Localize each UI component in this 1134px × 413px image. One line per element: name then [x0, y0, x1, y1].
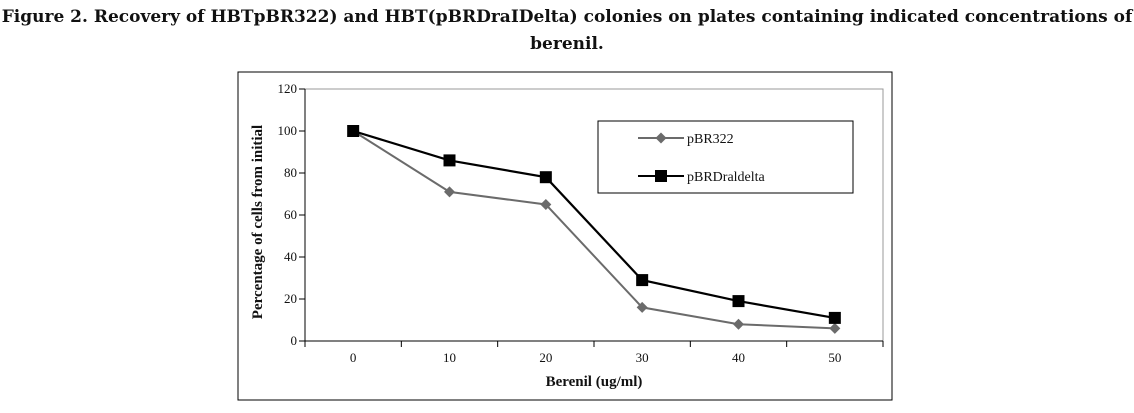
x-tick-label: 30 — [636, 350, 649, 365]
y-axis-title: Percentage of cells from initial — [250, 125, 266, 319]
data-point — [829, 322, 841, 334]
legend-label: pBR322 — [687, 132, 734, 147]
series-line — [352, 130, 835, 330]
x-tick-label: 20 — [539, 350, 552, 365]
x-tick-label: 40 — [732, 350, 745, 365]
legend: pBR322 pBRDraldelta — [597, 120, 854, 194]
data-point — [636, 301, 648, 313]
data-point — [444, 186, 455, 198]
legend-label: pBRDraldelta — [687, 170, 766, 185]
data-point — [539, 171, 552, 184]
data-point — [636, 274, 649, 287]
data-point — [732, 295, 745, 308]
y-tick-label: 100 — [278, 123, 298, 138]
series-layer — [347, 125, 841, 334]
series-line — [352, 129, 836, 319]
y-tick-label: 0 — [291, 333, 298, 348]
y-tick-label: 60 — [284, 207, 297, 222]
y-tick-label: 40 — [284, 249, 297, 264]
figure-caption: Figure 2. Recovery of HBTpBR322) and HBT… — [0, 4, 1134, 58]
series-pbrdraldelta — [347, 125, 841, 324]
data-point — [443, 154, 456, 167]
x-tick-label: 10 — [443, 350, 456, 365]
caption-line-2: berenil. — [530, 34, 604, 54]
y-tick-label: 80 — [284, 165, 297, 180]
axes: 0 20 40 60 80 100 120 0 10 20 30 40 50 — [278, 81, 884, 365]
data-point — [733, 318, 744, 330]
x-axis-title: Berenil (ug/ml) — [546, 374, 643, 390]
x-tick-label: 0 — [350, 350, 357, 365]
legend-marker — [655, 170, 667, 182]
caption-line-1: Figure 2. Recovery of HBTpBR322) and HBT… — [1, 7, 1133, 27]
legend-marker — [655, 132, 667, 144]
legend-box — [597, 120, 854, 194]
legend-entry: pBR322 — [638, 132, 734, 147]
data-point — [347, 125, 360, 137]
x-tick-label: 50 — [828, 350, 841, 365]
data-point — [540, 199, 552, 210]
legend-entry: pBRDraldelta — [638, 170, 766, 185]
y-tick-label: 20 — [284, 291, 297, 306]
data-point — [828, 311, 841, 324]
y-tick-label: 120 — [278, 81, 298, 96]
